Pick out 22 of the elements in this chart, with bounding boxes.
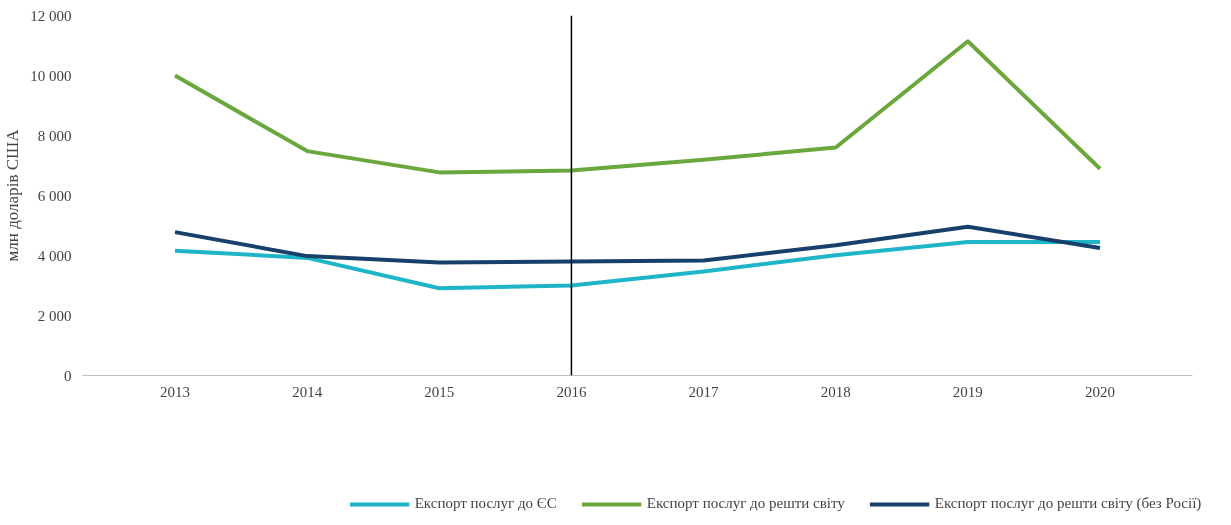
line-series bbox=[173, 240, 1102, 291]
x-tick-label: 2015 bbox=[424, 383, 455, 400]
line-series bbox=[173, 224, 1102, 265]
y-tick-label: 6 000 bbox=[37, 187, 72, 204]
y-tick-label: 8 000 bbox=[37, 127, 72, 144]
x-tick-label: 2013 bbox=[160, 383, 190, 400]
x-tick-label: 2016 bbox=[556, 383, 587, 400]
x-tick-label: 2019 bbox=[952, 383, 983, 400]
x-tick-label: 2020 bbox=[1085, 383, 1115, 400]
y-tick-label: 10 000 bbox=[30, 67, 72, 84]
legend-label: Експорт послуг до ЄС bbox=[414, 495, 557, 512]
y-tick-label: 2 000 bbox=[37, 307, 72, 324]
y-tick-label: 0 bbox=[64, 367, 72, 384]
legend-label: Експорт послуг до решти світу bbox=[646, 495, 845, 512]
y-axis-title: млн доларів США bbox=[3, 128, 23, 262]
x-tick-label: 2018 bbox=[820, 383, 851, 400]
x-tick-label: 2017 bbox=[688, 383, 720, 400]
x-tick-label: 2014 bbox=[292, 383, 323, 400]
line-series bbox=[173, 39, 1102, 175]
legend-label: Експорт послуг до решти світу (без Росії) bbox=[934, 495, 1202, 512]
y-tick-label: 12 000 bbox=[30, 7, 72, 24]
y-tick-label: 4 000 bbox=[37, 247, 72, 264]
